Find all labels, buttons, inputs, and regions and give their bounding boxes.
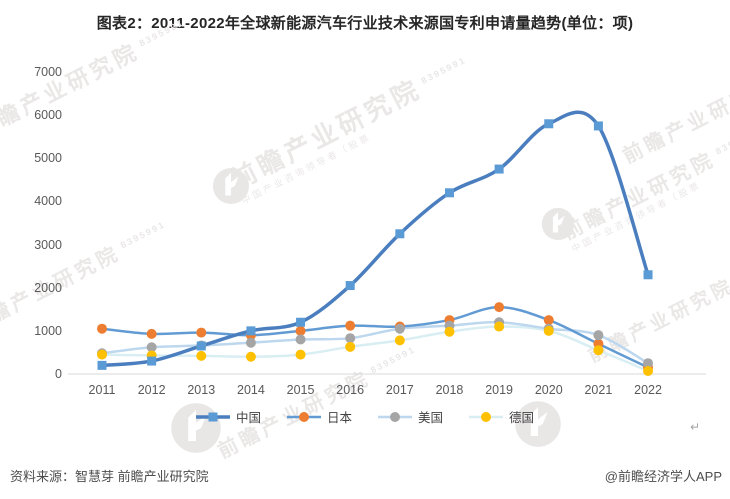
data-point-中国: [296, 317, 306, 327]
data-point-美国: [394, 323, 405, 334]
data-point-美国: [643, 358, 654, 369]
data-point-日本: [494, 302, 505, 313]
data-point-日本: [295, 325, 306, 336]
data-point-德国: [543, 325, 554, 336]
data-point-美国: [146, 342, 157, 353]
legend-item-中国: 中国: [195, 407, 261, 426]
x-tick-label: 2022: [634, 383, 662, 397]
data-point-德国: [97, 349, 107, 360]
data-point-中国: [643, 270, 653, 280]
data-point-中国: [147, 356, 157, 366]
line-chart: [68, 110, 706, 376]
data-point-美国: [245, 337, 256, 348]
data-point-中国: [494, 164, 504, 174]
data-point-德国: [394, 335, 405, 346]
data-point-日本: [97, 323, 107, 334]
data-point-日本: [196, 327, 207, 338]
data-point-中国: [444, 188, 454, 198]
y-tick-label: 4000: [34, 194, 62, 209]
data-point-日本: [146, 328, 157, 339]
y-tick-label: 2000: [34, 280, 62, 295]
x-tick-label: 2021: [584, 383, 613, 397]
legend-label: 德国: [509, 411, 535, 425]
legend-marker-circle-icon: [286, 411, 321, 422]
data-point-日本: [543, 315, 554, 326]
footer-credit: @前瞻经济学人APP: [604, 469, 722, 484]
legend-label: 美国: [418, 411, 444, 425]
return-mark: ↵: [690, 420, 701, 434]
legend-marker-square-icon: [195, 412, 230, 421]
y-tick-label: 0: [55, 367, 62, 381]
x-tick-label: 2014: [237, 383, 265, 397]
legend-item-日本: 日本: [286, 407, 352, 426]
x-tick-label: 2013: [187, 383, 216, 397]
legend-item-德国: 德国: [469, 407, 534, 426]
data-point-德国: [245, 351, 256, 362]
y-tick-label: 6000: [34, 108, 62, 123]
legend-label: 中国: [235, 411, 261, 425]
y-tick-label: 3000: [34, 237, 62, 252]
data-point-中国: [246, 326, 256, 336]
x-tick-label: 2018: [435, 383, 464, 397]
x-tick-label: 2016: [336, 383, 365, 397]
data-point-美国: [295, 334, 306, 345]
data-point-中国: [544, 119, 554, 129]
data-point-德国: [295, 349, 306, 360]
legend-item-美国: 美国: [378, 407, 443, 426]
x-tick-label: 2015: [286, 383, 315, 397]
data-point-中国: [593, 121, 603, 131]
legend-marker-circle-icon: [469, 411, 504, 422]
y-tick-label: 7000: [34, 65, 62, 79]
data-point-美国: [593, 330, 604, 341]
data-point-德国: [444, 326, 455, 337]
footer-source: 资料来源：智慧芽 前瞻产业研究院: [10, 469, 209, 484]
x-tick-label: 2020: [534, 383, 563, 397]
data-point-中国: [395, 229, 405, 239]
data-point-中国: [196, 341, 206, 351]
x-tick-label: 2017: [385, 383, 414, 397]
x-tick-label: 2011: [88, 383, 116, 397]
legend-label: 日本: [326, 411, 352, 425]
data-point-德国: [593, 345, 604, 356]
data-point-美国: [345, 333, 356, 344]
data-point-德国: [196, 350, 207, 361]
data-point-德国: [643, 365, 654, 376]
data-point-中国: [97, 360, 107, 370]
data-point-中国: [345, 281, 355, 291]
y-tick-label: 1000: [34, 323, 62, 338]
legend-marker-circle-icon: [378, 411, 412, 422]
chart-legend: 中国 日本 美国 德国: [0, 407, 730, 426]
x-tick-label: 2019: [485, 383, 514, 397]
data-point-德国: [345, 341, 356, 352]
x-tick-label: 2012: [137, 383, 166, 397]
data-point-日本: [345, 320, 356, 331]
data-point-德国: [494, 321, 505, 332]
chart-title: 图表2：2011-2022年全球新能源汽车行业技术来源国专利申请量趋势(单位：项…: [96, 15, 634, 32]
y-tick-label: 5000: [34, 151, 62, 166]
